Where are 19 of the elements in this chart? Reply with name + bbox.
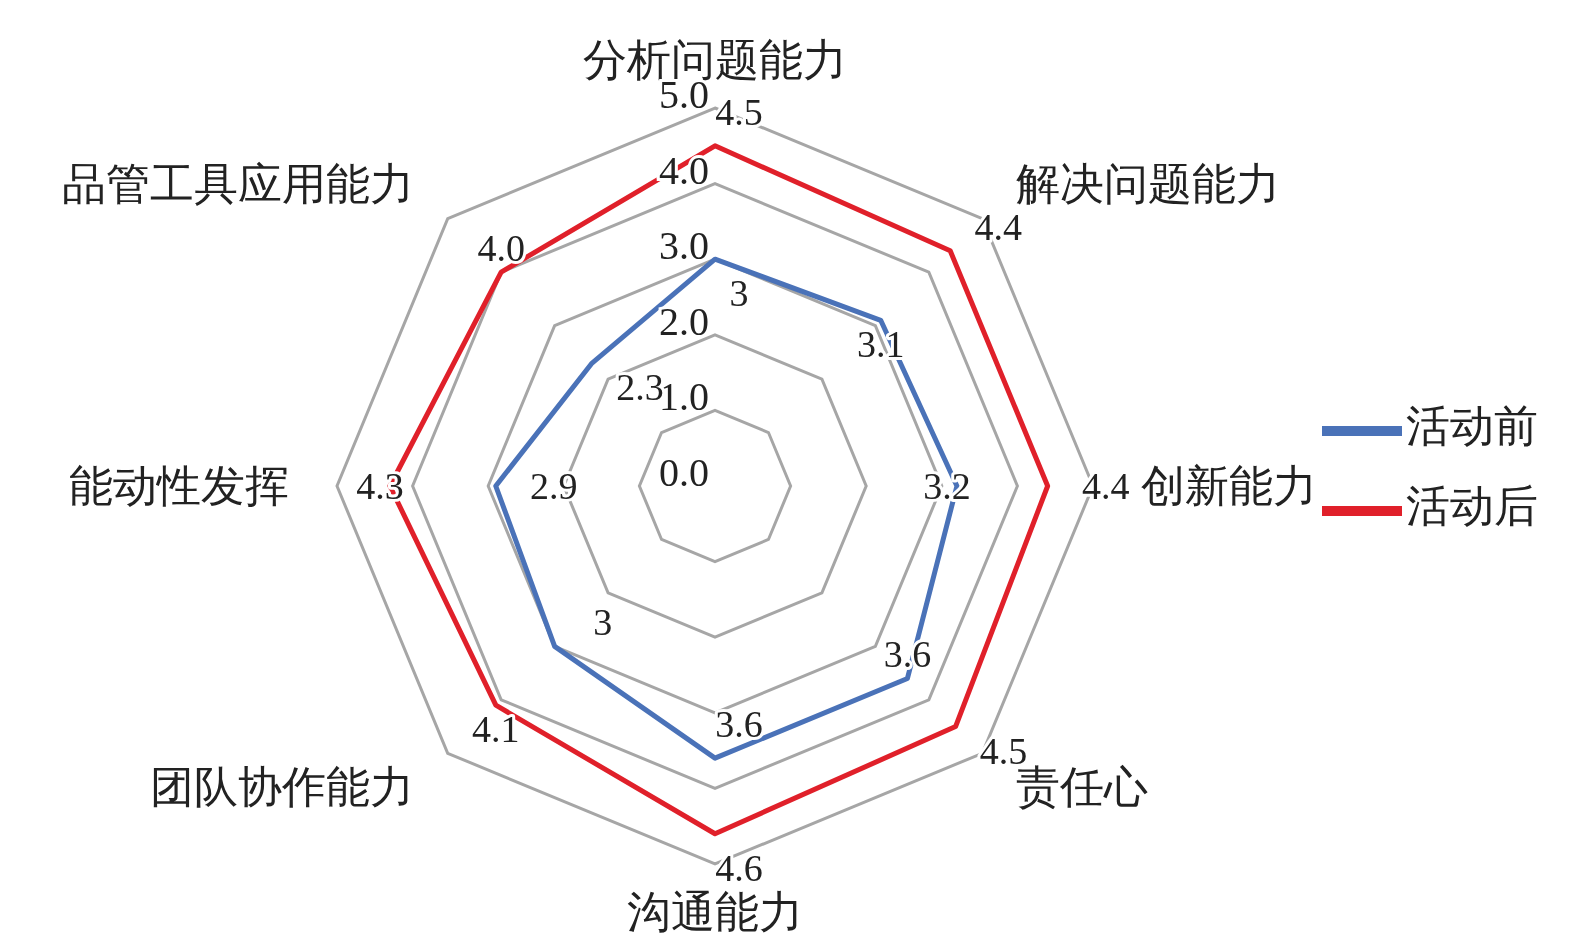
- data-label: 4.4: [1081, 465, 1130, 507]
- spoke-label: 能动性发挥: [69, 461, 289, 511]
- data-label: 2.9: [530, 465, 578, 507]
- y-tick-label: 2.0: [659, 298, 709, 344]
- spoke-label: 沟通能力: [627, 887, 803, 937]
- data-label: 4.0: [477, 227, 525, 270]
- data-label: 4.6: [715, 846, 763, 889]
- data-label: 4.1: [472, 708, 520, 751]
- spoke-label: 创新能力: [1141, 461, 1317, 511]
- data-label: 3.6: [715, 703, 763, 746]
- legend-label: 活动后: [1406, 481, 1538, 531]
- data-label: 3: [593, 601, 613, 644]
- spoke-label: 团队协作能力: [149, 762, 414, 812]
- spoke-label: 品管工具应用能力: [61, 160, 414, 210]
- legend-label: 活动前: [1406, 401, 1538, 451]
- y-tick-label: 0.0: [659, 450, 709, 495]
- data-label: 3: [729, 272, 749, 315]
- data-label: 4.5: [715, 90, 763, 133]
- y-tick-label: 3.0: [659, 223, 709, 269]
